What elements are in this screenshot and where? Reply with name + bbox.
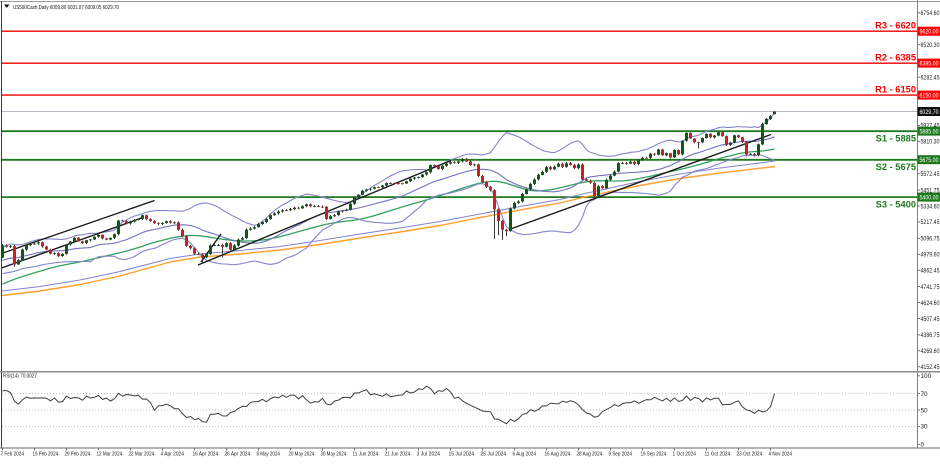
svg-text:S3 - 5400: S3 - 5400 <box>876 199 916 209</box>
svg-text:4507.45: 4507.45 <box>921 316 940 323</box>
svg-text:4862.45: 4862.45 <box>921 268 940 275</box>
svg-text:4386.75: 4386.75 <box>921 332 940 339</box>
svg-text:50: 50 <box>921 407 929 414</box>
svg-text:S2 - 5675: S2 - 5675 <box>876 162 916 172</box>
svg-text:100: 100 <box>921 373 932 380</box>
svg-text:RSI(14) 70.0027: RSI(14) 70.0027 <box>3 374 37 380</box>
svg-text:11 Jun 2024: 11 Jun 2024 <box>353 452 379 458</box>
svg-text:0: 0 <box>921 442 925 449</box>
svg-text:16 Apr 2024: 16 Apr 2024 <box>193 452 219 458</box>
svg-text:5675.00: 5675.00 <box>920 157 939 164</box>
svg-text:70: 70 <box>921 391 929 398</box>
svg-text:5572.45: 5572.45 <box>921 171 940 178</box>
svg-text:6150.00: 6150.00 <box>920 92 939 99</box>
svg-text:6754.60: 6754.60 <box>921 10 940 17</box>
svg-text:R3 - 6620: R3 - 6620 <box>875 21 916 31</box>
svg-text:16 Aug 2024: 16 Aug 2024 <box>545 452 571 458</box>
svg-text:5810.30: 5810.30 <box>921 139 940 146</box>
svg-text:19 Feb 2024: 19 Feb 2024 <box>33 452 59 458</box>
svg-text:21 Jun 2024: 21 Jun 2024 <box>385 452 411 458</box>
svg-text:19 Sep 2024: 19 Sep 2024 <box>641 452 667 458</box>
svg-text:6 Aug 2024: 6 Aug 2024 <box>513 452 537 458</box>
svg-text:25 Jul 2024: 25 Jul 2024 <box>481 452 507 458</box>
svg-text:1 Oct 2024: 1 Oct 2024 <box>673 452 697 458</box>
svg-text:4 Apr 2024: 4 Apr 2024 <box>161 452 185 458</box>
svg-text:6385.00: 6385.00 <box>920 60 939 67</box>
svg-text:5096.75: 5096.75 <box>921 236 940 243</box>
svg-text:30 May 2024: 30 May 2024 <box>321 452 347 458</box>
svg-text:6282.45: 6282.45 <box>921 74 940 81</box>
svg-text:20 May 2024: 20 May 2024 <box>289 452 315 458</box>
svg-text:9 Sep 2024: 9 Sep 2024 <box>609 452 633 458</box>
svg-text:7 Feb 2024: 7 Feb 2024 <box>1 452 25 458</box>
svg-text:12 Mar 2024: 12 Mar 2024 <box>97 452 123 458</box>
svg-text:4624.60: 4624.60 <box>921 300 940 307</box>
svg-text:R1 - 6150: R1 - 6150 <box>875 85 916 95</box>
svg-text:R2 - 6385: R2 - 6385 <box>875 53 916 63</box>
svg-text:5334.60: 5334.60 <box>921 203 940 210</box>
svg-text:22 Mar 2024: 22 Mar 2024 <box>129 452 155 458</box>
svg-text:6620.00: 6620.00 <box>920 29 939 36</box>
svg-text:11 Oct 2024: 11 Oct 2024 <box>705 452 731 458</box>
svg-text:29 Feb 2024: 29 Feb 2024 <box>65 452 91 458</box>
svg-text:S1 - 5885: S1 - 5885 <box>876 134 916 144</box>
svg-text:5217.45: 5217.45 <box>921 219 940 226</box>
svg-text:8 May 2024: 8 May 2024 <box>257 452 281 458</box>
svg-text:28 Aug 2024: 28 Aug 2024 <box>577 452 603 458</box>
svg-text:6029.70: 6029.70 <box>920 109 939 116</box>
svg-text:3 Jul 2024: 3 Jul 2024 <box>417 452 441 458</box>
svg-text:15 Jul 2024: 15 Jul 2024 <box>449 452 475 458</box>
svg-text:5885.00: 5885.00 <box>920 128 939 135</box>
svg-text:23 Oct 2024: 23 Oct 2024 <box>737 452 763 458</box>
svg-text:30: 30 <box>921 424 929 431</box>
svg-text:5400.00: 5400.00 <box>920 194 939 201</box>
svg-text:26 Apr 2024: 26 Apr 2024 <box>225 452 251 458</box>
svg-text:4979.60: 4979.60 <box>921 252 940 259</box>
svg-text:4 Nov 2024: 4 Nov 2024 <box>769 452 793 458</box>
svg-text:6520.30: 6520.30 <box>921 42 940 49</box>
svg-text:4741.75: 4741.75 <box>921 284 940 291</box>
svg-text:4152.45: 4152.45 <box>921 364 940 371</box>
svg-text:4269.60: 4269.60 <box>921 348 940 355</box>
svg-text:US500Cash,Daily 6009.80 6031.: US500Cash,Daily 6009.80 6031.07 6009.05 … <box>13 5 119 11</box>
